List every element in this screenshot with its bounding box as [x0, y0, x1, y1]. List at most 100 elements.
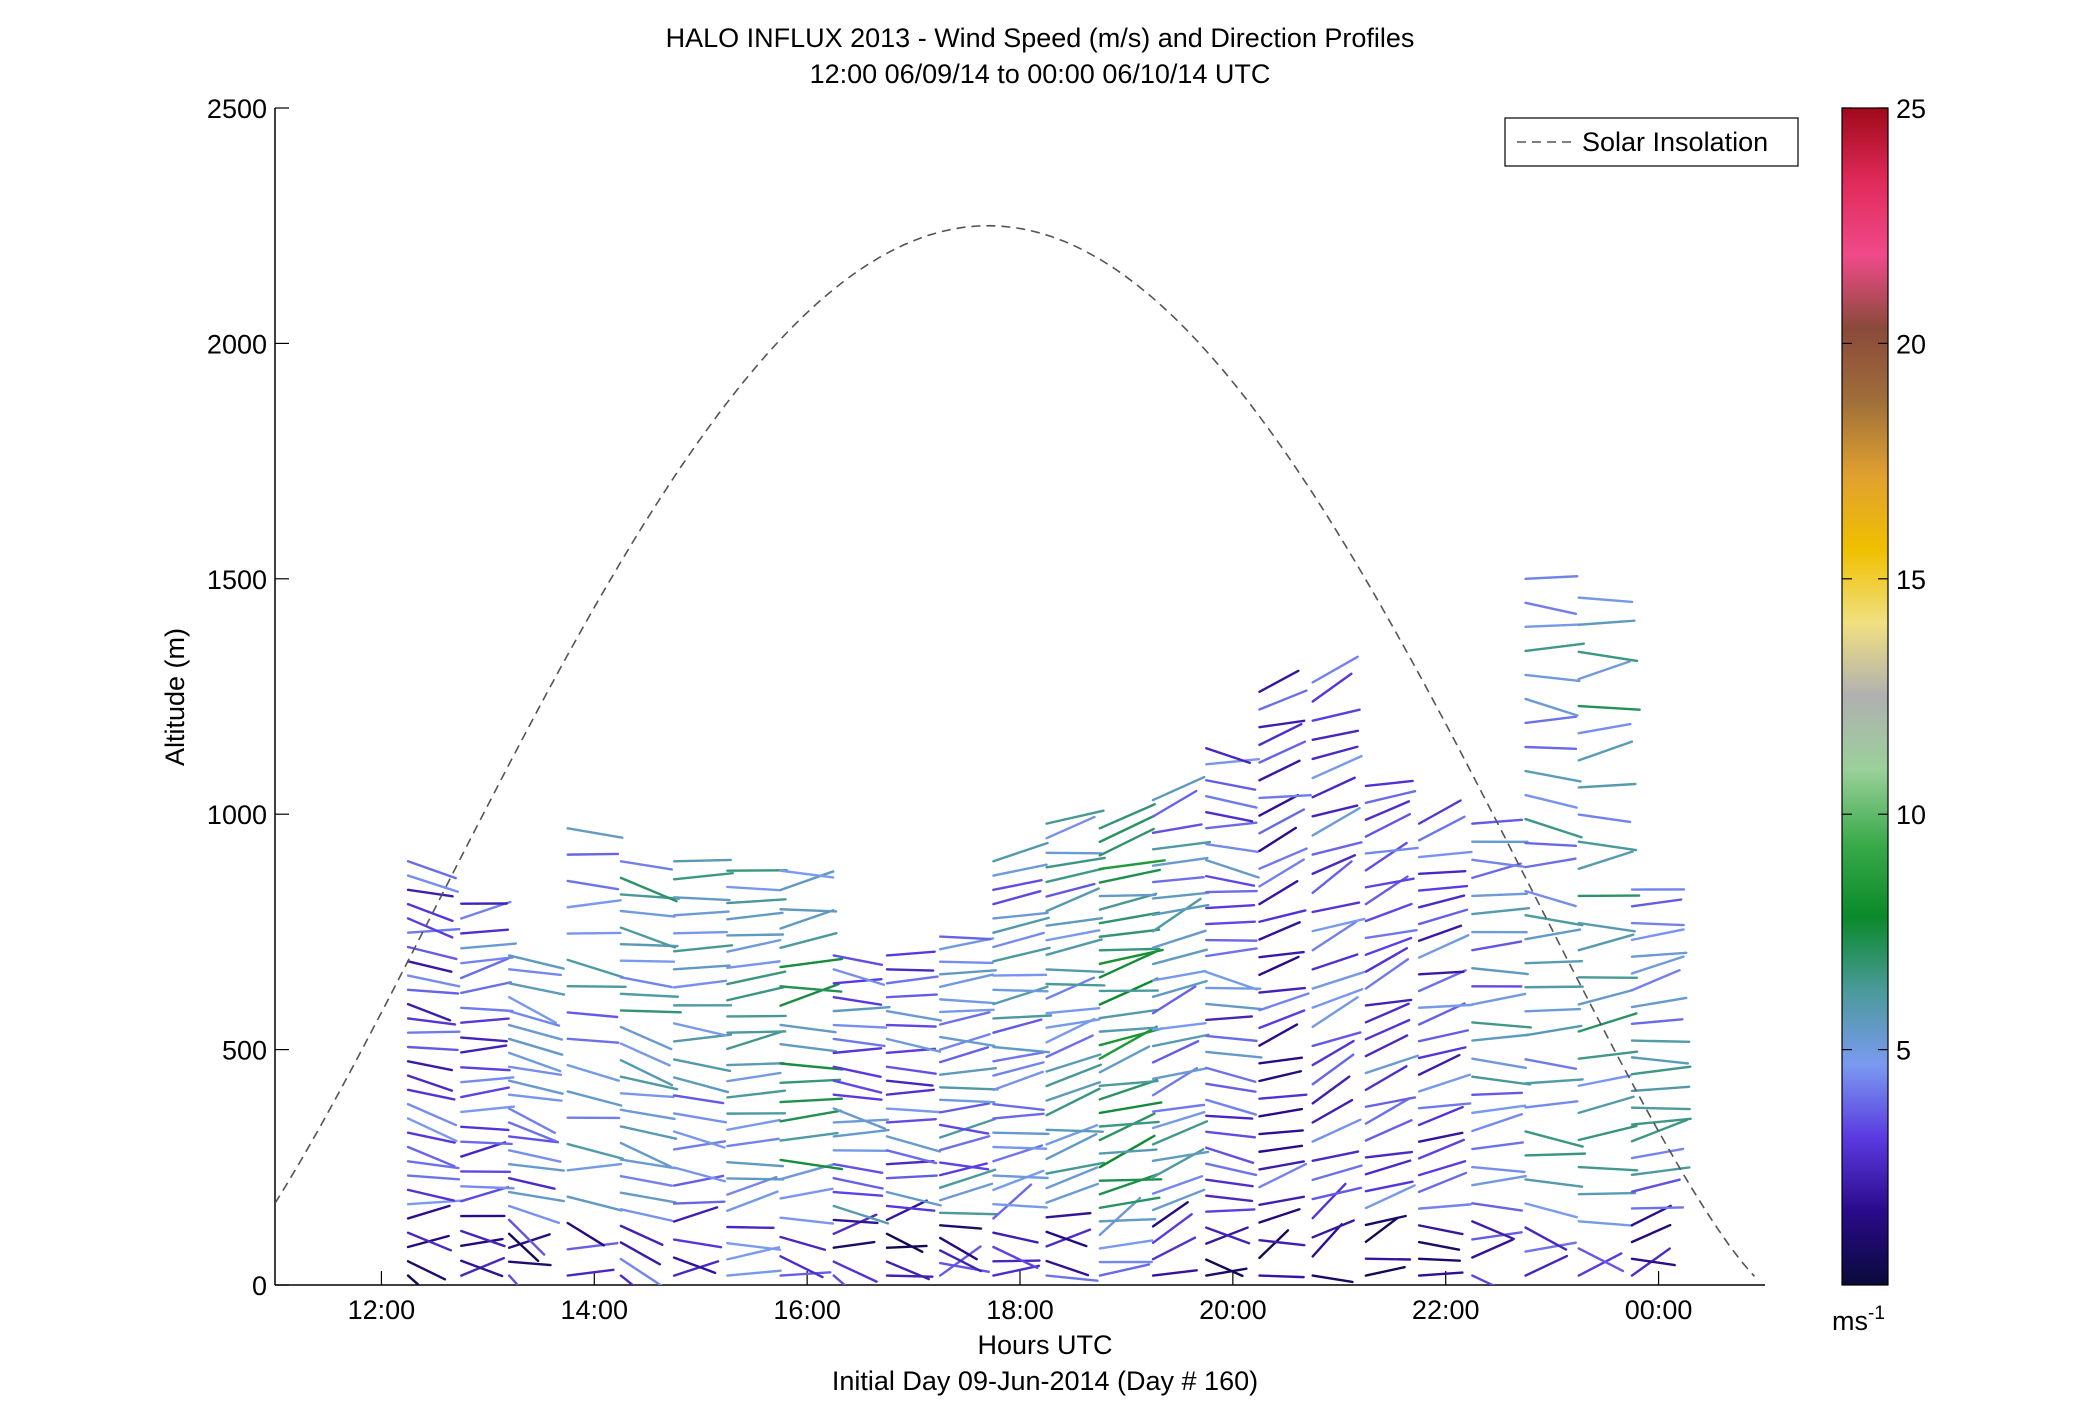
wind-vector: [672, 1033, 733, 1043]
y-axis-label: Altitude (m): [160, 628, 190, 766]
wind-vector: [1577, 1012, 1638, 1033]
wind-vector: [726, 1177, 785, 1181]
wind-vector: [1311, 1274, 1354, 1284]
wind-vector: [779, 1109, 843, 1123]
wind-vector: [779, 932, 838, 950]
wind-vector: [1098, 1101, 1163, 1115]
wind-vector: [672, 1112, 728, 1124]
wind-vector: [1417, 1203, 1472, 1210]
wind-vector: [1045, 1166, 1099, 1190]
wind-vector: [885, 1204, 936, 1212]
wind-vector: [1045, 856, 1106, 869]
wind-vector: [779, 1043, 837, 1053]
wind-vector: [832, 1163, 884, 1174]
wind-vector: [1471, 1165, 1526, 1174]
wind-vector: [1417, 1171, 1468, 1194]
wind-vector: [507, 1135, 560, 1144]
wind-vector: [460, 900, 512, 920]
wind-vector: [460, 1259, 504, 1278]
wind-vector: [1471, 1033, 1530, 1042]
wind-vector: [726, 938, 782, 953]
wind-vector: [1630, 898, 1683, 908]
wind-vector: [1258, 1229, 1290, 1260]
wind-vector: [1364, 1034, 1409, 1058]
wind-vector: [779, 1062, 844, 1071]
wind-vector: [832, 1065, 882, 1078]
wind-vector: [566, 1162, 623, 1172]
wind-vector: [1045, 1017, 1096, 1044]
wind-vector: [1417, 1102, 1472, 1110]
wind-vector: [406, 1017, 457, 1026]
wind-vector: [1524, 1024, 1583, 1037]
wind-vector: [938, 1098, 996, 1104]
x-axis-sublabel: Initial Day 09-Jun-2014 (Day # 160): [832, 1366, 1258, 1396]
wind-vector: [779, 1131, 839, 1142]
wind-vector: [1045, 938, 1103, 957]
wind-vector: [619, 1108, 676, 1121]
wind-vector: [992, 878, 1043, 892]
wind-vector: [1205, 1050, 1263, 1059]
wind-vector: [1577, 840, 1638, 852]
wind-vector: [1577, 740, 1634, 762]
wind-vector: [992, 973, 1048, 977]
wind-vector: [1311, 754, 1363, 780]
wind-vector: [1577, 850, 1634, 871]
wind-vector: [406, 1160, 460, 1170]
wind-vector: [507, 1037, 564, 1056]
wind-vector: [992, 1145, 1048, 1150]
wind-vector: [885, 1190, 942, 1207]
wind-vector: [566, 1221, 605, 1247]
wind-vector: [1045, 887, 1100, 913]
wind-vector: [1630, 1039, 1691, 1044]
wind-vector: [1205, 1146, 1255, 1165]
wind-vector: [1630, 1118, 1689, 1143]
wind-vector: [726, 898, 787, 905]
wind-vector: [1577, 704, 1641, 711]
wind-vector: [1577, 722, 1632, 735]
wind-vector: [1045, 929, 1101, 942]
wind-vector: [1151, 1103, 1206, 1113]
wind-vector: [1311, 996, 1359, 1029]
wind-vector: [832, 1093, 883, 1101]
wind-vector: [1364, 1159, 1412, 1176]
wind-vector: [1258, 826, 1298, 853]
wind-vector: [1205, 795, 1258, 809]
wind-vector: [460, 1256, 506, 1277]
wind-vector: [619, 1224, 664, 1246]
wind-vector: [1311, 655, 1359, 684]
wind-vector: [938, 1066, 998, 1076]
wind-vector: [1471, 1057, 1527, 1070]
wind-vector: [619, 1025, 673, 1051]
wind-vector: [1311, 708, 1361, 722]
wind-vector: [1258, 1162, 1308, 1189]
wind-vector: [1151, 1269, 1198, 1277]
x-tick-label: 16:00: [773, 1295, 841, 1325]
wind-vector: [726, 933, 785, 937]
wind-vector: [1471, 1238, 1514, 1259]
wind-vector: [1311, 1098, 1354, 1124]
wind-vector: [1045, 1161, 1106, 1175]
wind-vector: [1205, 1130, 1257, 1139]
wind-vector: [992, 863, 1048, 877]
wind-vector: [1630, 1085, 1691, 1093]
wind-vector: [1151, 897, 1202, 933]
wind-vector: [566, 852, 620, 856]
wind-vector: [1577, 1074, 1632, 1087]
wind-vector: [1258, 719, 1306, 729]
wind-vector: [672, 1200, 726, 1205]
wind-vector: [1471, 1141, 1524, 1151]
wind-vector: [1258, 1144, 1304, 1153]
wind-vector: [938, 1102, 991, 1114]
wind-vector: [619, 1125, 678, 1140]
wind-vector: [832, 1240, 876, 1249]
wind-vector: [566, 1268, 615, 1277]
x-axis-ticks: 12:00 14:00 16:00 18:00 20:00 22:00 00:00: [348, 1271, 1692, 1325]
wind-vector: [460, 1105, 516, 1114]
wind-vector: [1417, 1160, 1467, 1177]
wind-vector: [1577, 782, 1637, 789]
wind-vector: [1471, 858, 1525, 868]
wind-vector: [1364, 1184, 1416, 1210]
wind-vector: [1630, 921, 1685, 927]
wind-vector: [1364, 846, 1419, 855]
wind-vector: [1471, 1112, 1524, 1133]
